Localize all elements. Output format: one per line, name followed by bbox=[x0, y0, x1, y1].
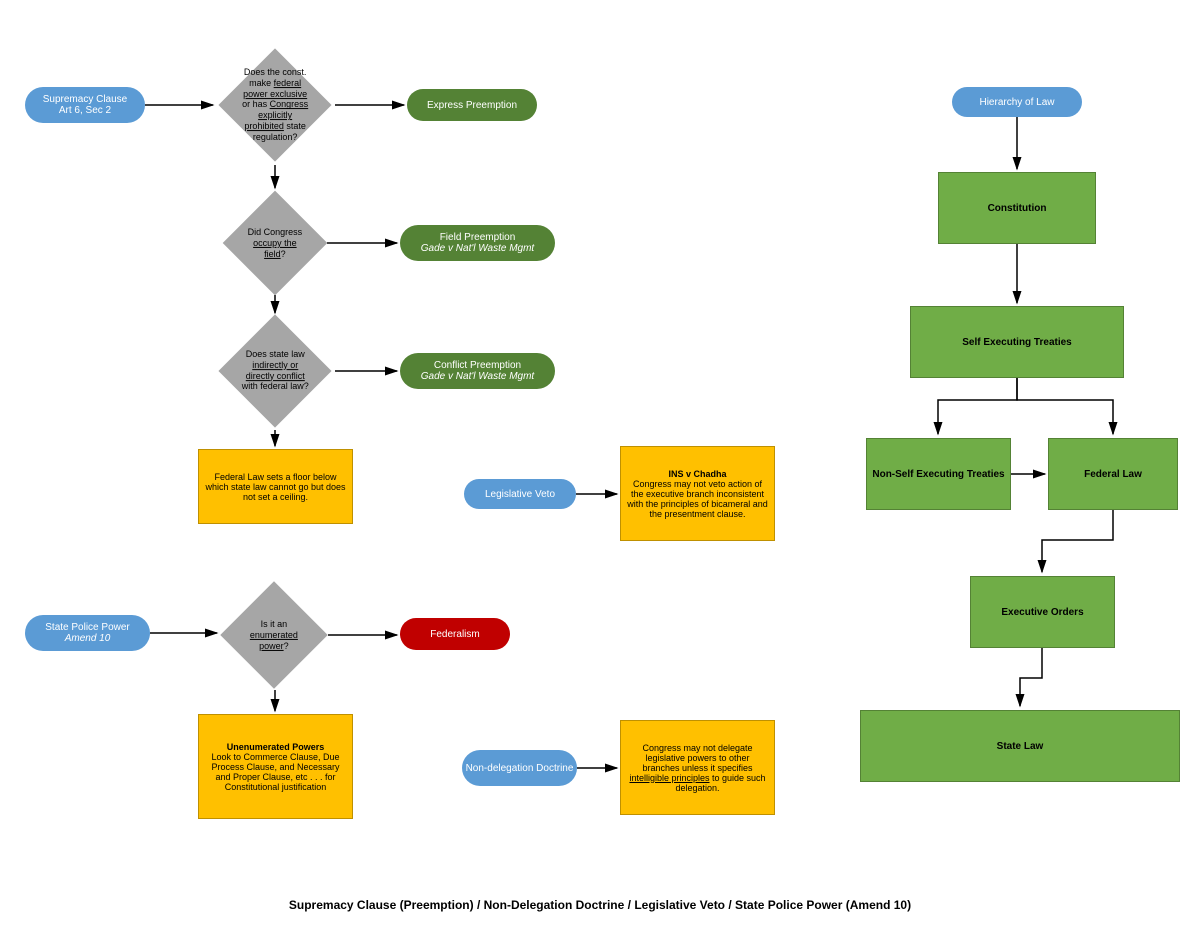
arrows-svg bbox=[0, 0, 1200, 927]
footer-title: Supremacy Clause (Preemption) / Non-Dele… bbox=[0, 898, 1200, 912]
